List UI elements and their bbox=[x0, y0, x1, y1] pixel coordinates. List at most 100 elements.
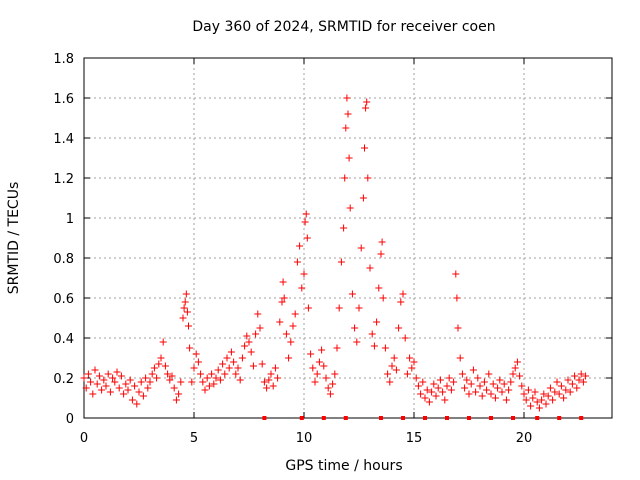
data-point bbox=[560, 394, 568, 402]
y-tick-label: 0.2 bbox=[53, 372, 74, 387]
data-point bbox=[227, 348, 235, 356]
data-point bbox=[153, 374, 161, 382]
data-point bbox=[505, 386, 513, 394]
baseline-marker bbox=[557, 416, 562, 420]
data-point bbox=[551, 388, 559, 396]
data-point bbox=[313, 370, 321, 378]
data-point bbox=[223, 354, 231, 362]
data-point bbox=[381, 344, 389, 352]
data-point bbox=[170, 384, 178, 392]
axis-ticks: 0 0.2 0.4 0.6 0.8 1 1.2 1.4 1.6 1.8 0 5 10 15 20 bbox=[53, 52, 612, 446]
data-point bbox=[263, 384, 271, 392]
data-point bbox=[439, 388, 447, 396]
data-point bbox=[498, 388, 506, 396]
data-point bbox=[335, 304, 343, 312]
data-point bbox=[399, 290, 407, 298]
data-point bbox=[106, 388, 114, 396]
data-point bbox=[465, 390, 473, 398]
data-point bbox=[225, 364, 233, 372]
data-point bbox=[395, 324, 403, 332]
data-point bbox=[133, 400, 141, 408]
data-point bbox=[502, 396, 510, 404]
baseline-marker bbox=[489, 416, 493, 420]
data-point bbox=[513, 358, 521, 366]
data-point bbox=[205, 382, 213, 390]
data-point bbox=[186, 344, 194, 352]
y-tick-label: 0.6 bbox=[53, 292, 74, 307]
data-point bbox=[579, 378, 587, 386]
data-point bbox=[373, 318, 381, 326]
data-point bbox=[238, 354, 246, 362]
data-point bbox=[256, 324, 264, 332]
data-point bbox=[247, 348, 255, 356]
data-point bbox=[377, 250, 385, 258]
x-tick-label: 0 bbox=[80, 431, 88, 446]
data-point bbox=[285, 354, 293, 362]
data-point bbox=[131, 382, 139, 390]
data-point bbox=[117, 372, 125, 380]
data-point bbox=[531, 388, 539, 396]
data-point bbox=[346, 204, 354, 212]
data-point bbox=[245, 338, 253, 346]
data-point bbox=[89, 390, 97, 398]
data-point bbox=[182, 290, 190, 298]
data-point bbox=[487, 390, 495, 398]
data-point bbox=[324, 384, 332, 392]
data-point bbox=[549, 396, 557, 404]
data-point bbox=[157, 354, 165, 362]
data-point bbox=[159, 338, 167, 346]
data-point bbox=[199, 378, 207, 386]
data-point bbox=[304, 304, 312, 312]
data-point bbox=[507, 378, 515, 386]
data-point bbox=[509, 370, 517, 378]
data-point bbox=[573, 384, 581, 392]
data-point bbox=[271, 364, 279, 372]
baseline-marker bbox=[262, 416, 267, 420]
data-point bbox=[410, 358, 418, 366]
data-point bbox=[392, 366, 400, 374]
data-point bbox=[357, 244, 365, 252]
data-point bbox=[520, 390, 528, 398]
data-point bbox=[298, 284, 306, 292]
data-point bbox=[353, 338, 361, 346]
data-point bbox=[368, 330, 376, 338]
baseline-marker bbox=[467, 416, 471, 420]
data-point bbox=[494, 384, 502, 392]
data-point bbox=[562, 386, 570, 394]
data-point bbox=[390, 354, 398, 362]
data-point bbox=[527, 402, 535, 410]
data-point bbox=[351, 324, 359, 332]
data-point bbox=[461, 384, 469, 392]
data-point bbox=[232, 370, 240, 378]
data-point bbox=[93, 380, 101, 388]
data-point bbox=[571, 372, 579, 380]
data-point bbox=[467, 380, 475, 388]
data-point bbox=[436, 376, 444, 384]
data-point bbox=[221, 370, 229, 378]
data-point bbox=[522, 396, 530, 404]
data-point bbox=[542, 400, 550, 408]
data-point bbox=[203, 374, 211, 382]
data-point bbox=[181, 298, 189, 306]
data-point bbox=[469, 366, 477, 374]
data-point bbox=[230, 358, 238, 366]
data-point bbox=[340, 224, 348, 232]
y-tick-label: 0.8 bbox=[53, 252, 74, 267]
data-point bbox=[241, 342, 249, 350]
data-point bbox=[345, 154, 353, 162]
data-point bbox=[355, 304, 363, 312]
data-point bbox=[348, 290, 356, 298]
data-point bbox=[337, 258, 345, 266]
x-axis-label: GPS time / hours bbox=[285, 458, 402, 474]
data-point bbox=[111, 378, 119, 386]
data-point bbox=[309, 364, 317, 372]
data-point bbox=[364, 174, 372, 182]
data-point bbox=[293, 258, 301, 266]
data-point bbox=[180, 304, 188, 312]
data-point bbox=[115, 384, 123, 392]
data-point bbox=[456, 354, 464, 362]
data-point bbox=[566, 388, 574, 396]
data-point bbox=[276, 318, 284, 326]
data-point bbox=[113, 368, 121, 376]
